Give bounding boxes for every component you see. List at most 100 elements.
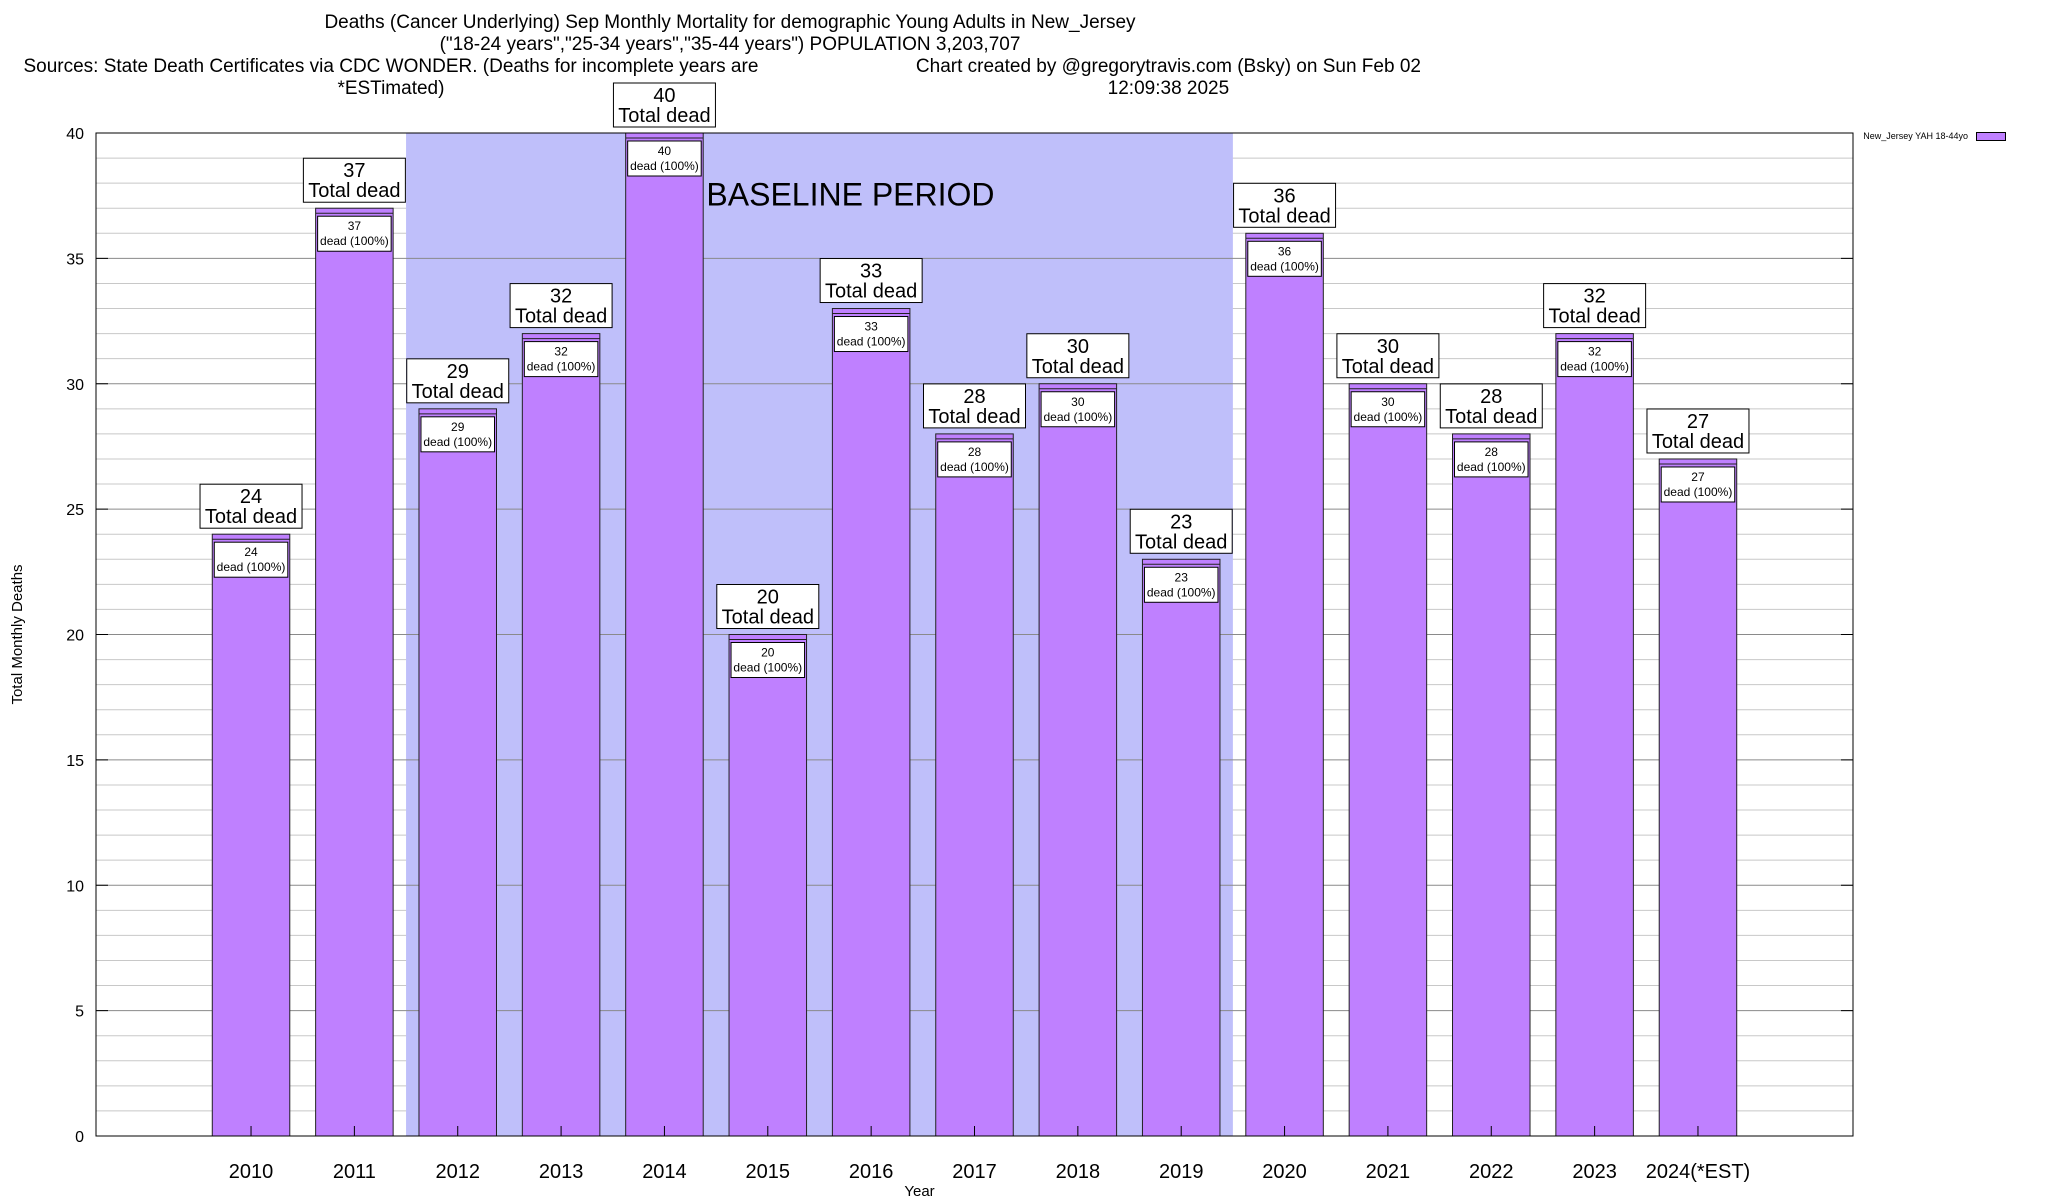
x-tick-label: 2014 — [642, 1161, 687, 1183]
bar — [1658, 458, 1738, 1137]
total-label-box — [406, 358, 510, 404]
inner-label-value: 28 — [968, 445, 982, 459]
y-tick-label: 30 — [66, 377, 84, 394]
x-tick-label: 2015 — [746, 1161, 791, 1183]
x-tick-label: 2012 — [435, 1161, 480, 1183]
inner-label-value: 28 — [1485, 445, 1499, 459]
y-tick-label: 20 — [66, 628, 84, 645]
inner-label-value: 37 — [348, 219, 362, 233]
inner-label-text: dead (100%) — [837, 335, 906, 349]
y-tick-label: 0 — [75, 1129, 84, 1146]
total-label-value: 29 — [447, 361, 469, 383]
total-label-value: 40 — [653, 85, 675, 107]
total-label-value: 28 — [1480, 386, 1502, 408]
y-tick-label: 25 — [66, 502, 84, 519]
x-tick-label: 2016 — [849, 1161, 894, 1183]
inner-label-box — [833, 316, 909, 353]
inner-label-box — [1660, 466, 1736, 503]
x-tick-label: 2013 — [539, 1161, 584, 1183]
inner-label-value: 32 — [1588, 345, 1602, 359]
inner-label-box — [730, 642, 806, 678]
y-tick-label: 5 — [75, 1004, 84, 1021]
inner-label-text: dead (100%) — [1560, 360, 1629, 374]
inner-label-value: 36 — [1278, 244, 1292, 258]
inner-label-value: 23 — [1175, 570, 1189, 584]
total-label-value: 37 — [343, 160, 365, 182]
total-label-box — [612, 82, 716, 128]
total-label-text: Total dead — [1548, 306, 1640, 328]
bar — [1245, 232, 1324, 1137]
total-label-box — [1646, 408, 1750, 454]
total-label-text: Total dead — [1445, 406, 1537, 428]
bar — [315, 207, 394, 1137]
total-label-value: 32 — [550, 286, 572, 308]
inner-label-value: 20 — [761, 646, 775, 660]
inner-label-text: dead (100%) — [320, 234, 389, 248]
total-label-text: Total dead — [1652, 431, 1744, 453]
x-tick-label: 2010 — [229, 1161, 274, 1183]
total-label-value: 23 — [1170, 511, 1192, 533]
inner-label-text: dead (100%) — [733, 661, 802, 675]
inner-label-box — [523, 341, 599, 378]
bar — [211, 533, 291, 1137]
inner-label-text: dead (100%) — [940, 460, 1009, 474]
total-label-text: Total dead — [1342, 356, 1434, 378]
inner-label-text: dead (100%) — [423, 435, 492, 449]
total-label-text: Total dead — [825, 281, 917, 303]
inner-label-text: dead (100%) — [1354, 410, 1423, 424]
x-tick-label: 2020 — [1262, 1161, 1307, 1183]
total-label-value: 36 — [1273, 185, 1295, 207]
credit-note: Chart created by @gregorytravis.com (Bsk… — [915, 56, 1421, 99]
bar — [1452, 433, 1531, 1137]
total-label-box — [509, 283, 613, 329]
inner-label-box — [1143, 566, 1219, 603]
bar — [625, 132, 704, 1137]
total-label-box — [923, 383, 1026, 429]
inner-label-text: dead (100%) — [630, 159, 699, 173]
total-label-value: 24 — [240, 486, 262, 508]
total-label-box — [1543, 283, 1647, 329]
inner-label-value: 27 — [1691, 470, 1705, 484]
total-label-value: 33 — [860, 261, 882, 283]
inner-label-value: 40 — [658, 144, 672, 158]
inner-label-value: 30 — [1381, 395, 1395, 409]
inner-label-box — [1454, 441, 1529, 478]
inner-label-value: 32 — [554, 345, 568, 359]
title-line-2: ("18-24 years","25-34 years","35-44 year… — [439, 34, 1021, 55]
inner-label-text: dead (100%) — [217, 560, 286, 574]
inner-label-text: dead (100%) — [1043, 410, 1112, 424]
inner-label-value: 30 — [1071, 395, 1085, 409]
y-tick-label: 40 — [66, 126, 84, 143]
x-tick-label: 2024(*EST) — [1646, 1161, 1751, 1183]
inner-label-box — [937, 441, 1012, 478]
x-tick-label: 2023 — [1572, 1161, 1617, 1183]
total-label-box — [1026, 333, 1130, 379]
total-label-box — [819, 258, 923, 304]
total-label-text: Total dead — [205, 506, 297, 528]
y-axis-label: Total Monthly Deaths — [9, 564, 26, 704]
total-label-text: Total dead — [722, 607, 814, 629]
inner-label-box — [213, 541, 289, 578]
total-label-box — [1336, 333, 1440, 379]
total-label-text: Total dead — [412, 381, 504, 403]
total-label-value: 30 — [1067, 336, 1089, 358]
x-tick-label: 2019 — [1159, 1161, 1204, 1183]
bar — [418, 408, 497, 1137]
source-note: Sources: State Death Certificates via CD… — [23, 56, 759, 99]
legend: New_Jersey YAH 18-44yo — [1863, 131, 2006, 141]
inner-label-value: 33 — [864, 320, 878, 334]
bar — [1348, 383, 1428, 1137]
baseline-label: BASELINE PERIOD — [706, 177, 994, 213]
total-label-text: Total dead — [618, 105, 710, 127]
total-label-text: Total dead — [1032, 356, 1124, 378]
legend-swatch — [1976, 131, 2006, 141]
total-label-value: 30 — [1377, 336, 1399, 358]
inner-label-box — [1247, 240, 1322, 277]
total-label-box — [716, 584, 820, 629]
bar — [831, 308, 911, 1137]
total-label-box — [1233, 182, 1337, 228]
total-label-value: 28 — [963, 386, 985, 408]
title-line-3: Sources: State Death Certificates via CD… — [0, 56, 1460, 100]
bar — [728, 634, 808, 1137]
total-label-box — [1129, 508, 1233, 554]
